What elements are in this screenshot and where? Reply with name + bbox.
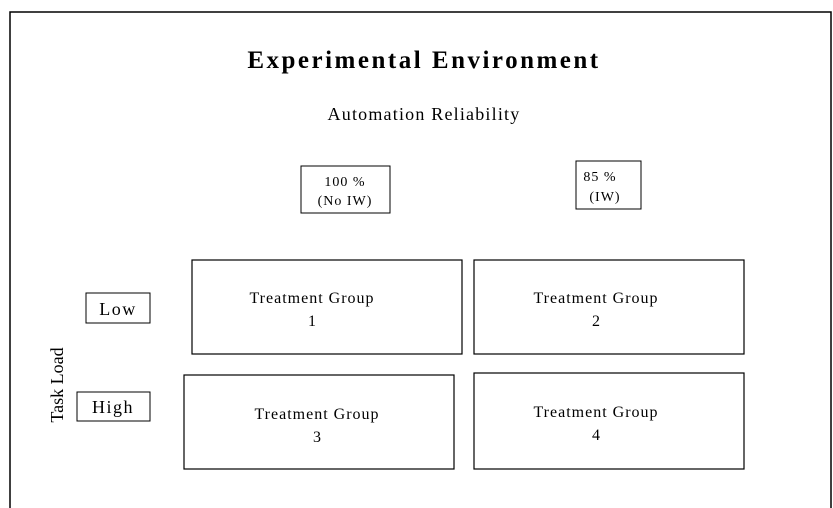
column-label: 85 % bbox=[583, 170, 616, 185]
treatment-number: 3 bbox=[313, 429, 321, 446]
treatment-box bbox=[183, 374, 455, 470]
column-label-box bbox=[300, 165, 391, 214]
title: Experimental Environment bbox=[247, 47, 600, 74]
frame bbox=[9, 11, 832, 508]
treatment-box bbox=[473, 259, 745, 355]
treatment-box bbox=[473, 372, 745, 470]
treatment-number: 4 bbox=[592, 427, 600, 444]
column-label: (No IW) bbox=[318, 194, 373, 209]
row-label: High bbox=[92, 397, 134, 417]
treatment-label: Treatment Group bbox=[249, 290, 374, 307]
treatment-number: 2 bbox=[592, 313, 600, 330]
subtitle: Automation Reliability bbox=[328, 104, 521, 124]
column-label-box bbox=[575, 160, 642, 210]
row-axis-label: Task Load bbox=[47, 347, 67, 422]
column-label: (IW) bbox=[589, 190, 620, 205]
treatment-label: Treatment Group bbox=[533, 404, 658, 421]
row-label-box bbox=[85, 292, 151, 324]
row-label-box bbox=[76, 391, 151, 422]
treatment-number: 1 bbox=[308, 313, 316, 330]
treatment-label: Treatment Group bbox=[254, 406, 379, 423]
row-label: Low bbox=[99, 299, 137, 319]
treatment-box bbox=[191, 259, 463, 355]
treatment-label: Treatment Group bbox=[533, 290, 658, 307]
column-label: 100 % bbox=[324, 175, 365, 190]
